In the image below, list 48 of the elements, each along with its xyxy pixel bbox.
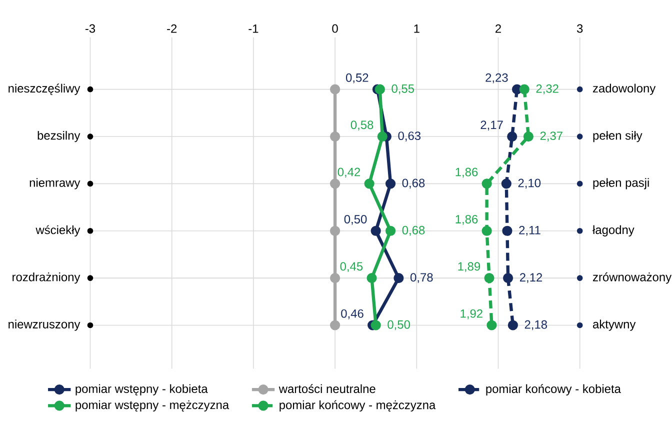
y2-tick-label: zadowolony bbox=[592, 84, 656, 95]
x-tick-label: -2 bbox=[167, 24, 177, 33]
data-label: 0,68 bbox=[402, 226, 425, 236]
data-label: 2,23 bbox=[486, 73, 508, 84]
y-tick-label: niemrawy bbox=[30, 178, 80, 190]
y2-tick-label: pełen siły bbox=[593, 130, 642, 142]
data-label: 1,89 bbox=[458, 262, 480, 272]
legend-label: pomiar końcowy - kobieta bbox=[486, 384, 621, 396]
x-tick-label: -1 bbox=[248, 24, 258, 33]
x-tick-label: 0 bbox=[332, 24, 338, 33]
data-label: 0,50 bbox=[344, 214, 367, 225]
data-label: 2,32 bbox=[536, 84, 558, 94]
x-tick-label: 3 bbox=[576, 24, 583, 33]
data-label: 0,63 bbox=[398, 132, 421, 142]
y2-tick-label: zrównoważony bbox=[592, 272, 672, 284]
data-label: 2,37 bbox=[540, 132, 562, 142]
y-tick-label: nieszczęśliwy bbox=[8, 84, 80, 95]
data-label: 0,50 bbox=[388, 320, 410, 330]
y2-tick-label: łagodny bbox=[592, 225, 634, 236]
y2-tick-label: pełen pasji bbox=[593, 178, 649, 190]
y-tick-label: wściekły bbox=[36, 225, 80, 237]
data-label: 0,52 bbox=[346, 73, 368, 84]
y2-tick-label: aktywny bbox=[593, 320, 636, 331]
data-label: 0,55 bbox=[392, 84, 414, 94]
x-tick-label: -3 bbox=[85, 24, 96, 33]
legend-label: wartości neutralne bbox=[278, 384, 376, 394]
data-label: 1,92 bbox=[460, 309, 482, 320]
data-label: 0,68 bbox=[402, 178, 425, 189]
x-tick-label: 1 bbox=[414, 24, 420, 33]
data-label: 2,11 bbox=[519, 226, 540, 236]
data-label: 0,42 bbox=[338, 168, 360, 178]
data-label: 0,45 bbox=[340, 262, 363, 272]
legend-label: pomiar wstępny - mężczyzna bbox=[76, 400, 230, 412]
data-label: 2,17 bbox=[480, 120, 503, 130]
data-label: 0,46 bbox=[341, 309, 364, 320]
x-tick-label: 2 bbox=[496, 24, 501, 33]
legend-label: pomiar końcowy - mężczyzna bbox=[280, 400, 436, 412]
y-tick-label: bezsilny bbox=[38, 130, 80, 142]
data-label: 1,86 bbox=[456, 214, 478, 225]
data-label: 2,12 bbox=[520, 273, 542, 283]
data-label: 2,18 bbox=[524, 320, 548, 330]
legend-label: pomiar wstępny - kobieta bbox=[76, 384, 208, 396]
data-label: 0,58 bbox=[350, 120, 374, 130]
y-tick-label: rozdrażniony bbox=[12, 272, 80, 284]
data-label: 2,10 bbox=[518, 178, 541, 189]
data-label: 0,78 bbox=[410, 273, 433, 283]
data-label: 1,86 bbox=[456, 168, 478, 178]
y-tick-label: niewzruszony bbox=[8, 320, 80, 331]
